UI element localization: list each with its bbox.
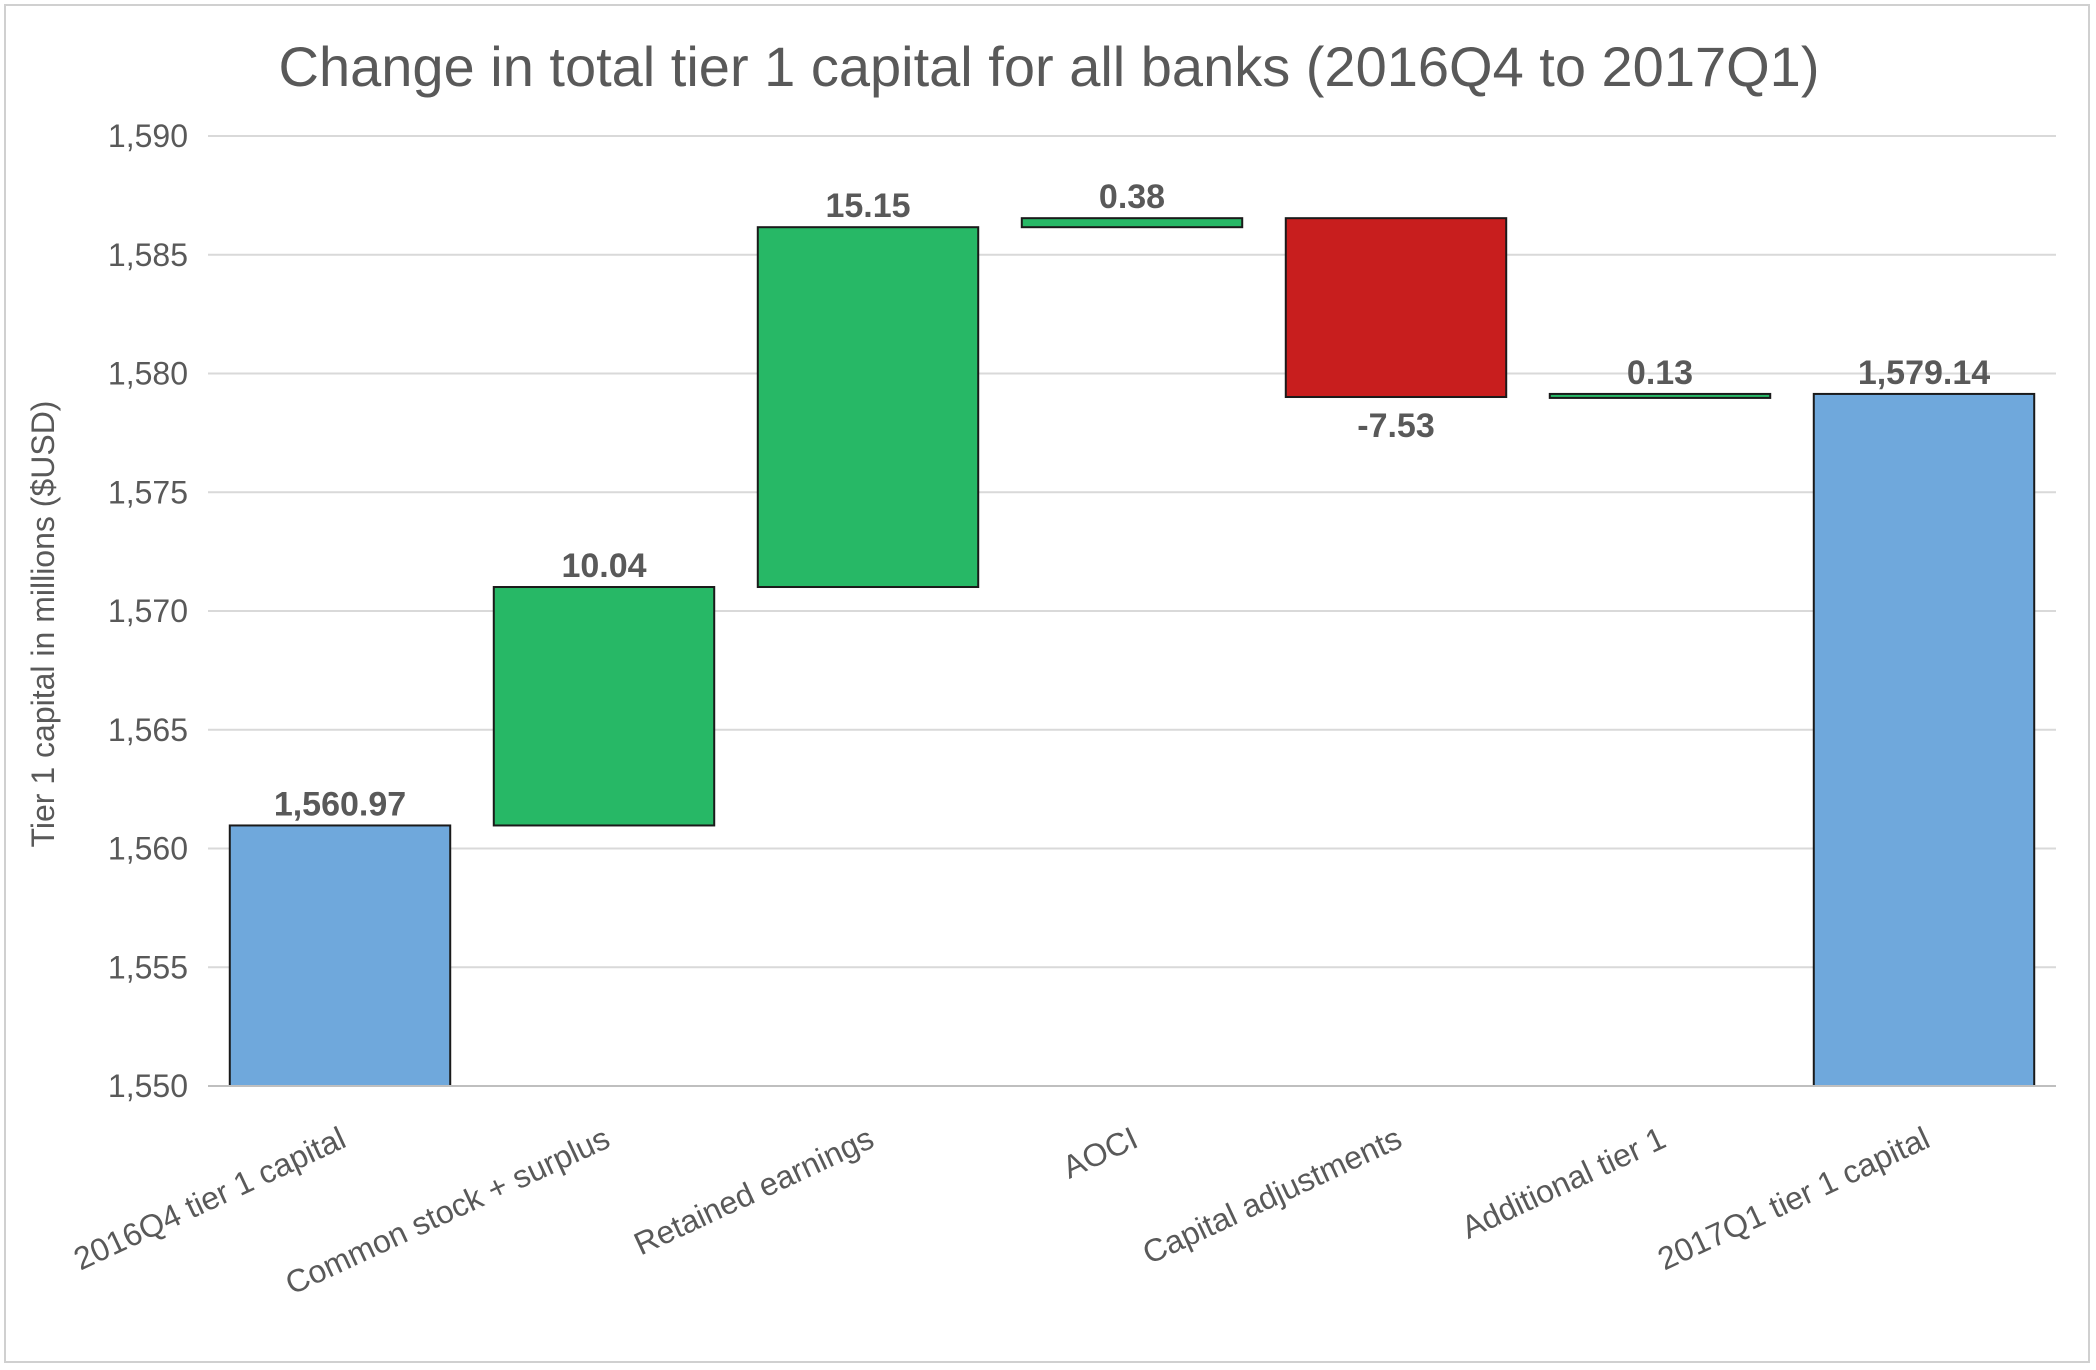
x-category-label: AOCI xyxy=(1057,1120,1143,1186)
y-tick-label: 1,550 xyxy=(108,1068,188,1104)
y-tick-label: 1,560 xyxy=(108,831,188,867)
bar-1 xyxy=(228,824,452,1088)
x-category-label: Capital adjustments xyxy=(1137,1120,1407,1271)
bar-6 xyxy=(1548,392,1772,399)
data-labels: 1,560.97 10.04 15.15 0.38 -7.53 0.13 1,579.14 xyxy=(274,178,1990,823)
bar-7 xyxy=(1812,392,2036,1087)
x-category-label: 2017Q1 tier 1 capital xyxy=(1652,1120,1935,1277)
data-label: 1,560.97 xyxy=(274,785,406,823)
gridlines xyxy=(208,135,2056,969)
y-tick-label: 1,575 xyxy=(108,474,188,510)
bars xyxy=(228,217,2036,1088)
y-tick-label: 1,585 xyxy=(108,237,188,273)
x-category-label: Retained earnings xyxy=(628,1120,879,1262)
bar-5 xyxy=(1284,217,1508,399)
data-label: 0.13 xyxy=(1627,354,1693,392)
x-category-label: Additional tier 1 xyxy=(1456,1120,1671,1246)
data-label: -7.53 xyxy=(1357,407,1435,445)
y-tick-label: 1,570 xyxy=(108,593,188,629)
y-tick-label: 1,555 xyxy=(108,949,188,985)
y-tick-label: 1,580 xyxy=(108,356,188,392)
waterfall-chart: Change in total tier 1 capital for all b… xyxy=(25,35,2056,1302)
y-axis-title: Tier 1 capital in millions ($USD) xyxy=(25,401,61,848)
bar-4 xyxy=(1020,217,1244,229)
data-label: 0.38 xyxy=(1099,178,1165,216)
bar-3 xyxy=(756,226,980,589)
bar-2 xyxy=(492,586,716,827)
data-label: 10.04 xyxy=(561,547,646,585)
chart-frame: Change in total tier 1 capital for all b… xyxy=(4,4,2090,1363)
data-label: 1,579.14 xyxy=(1858,354,1990,392)
axes: 1,550 1,555 1,560 1,565 1,570 1,575 1,580 1,585… xyxy=(68,118,2056,1302)
chart-title: Change in total tier 1 capital for all b… xyxy=(279,35,1820,98)
data-label: 15.15 xyxy=(825,187,910,225)
x-category-label: 2016Q4 tier 1 capital xyxy=(68,1120,351,1277)
y-tick-label: 1,565 xyxy=(108,712,188,748)
y-tick-label: 1,590 xyxy=(108,118,188,154)
